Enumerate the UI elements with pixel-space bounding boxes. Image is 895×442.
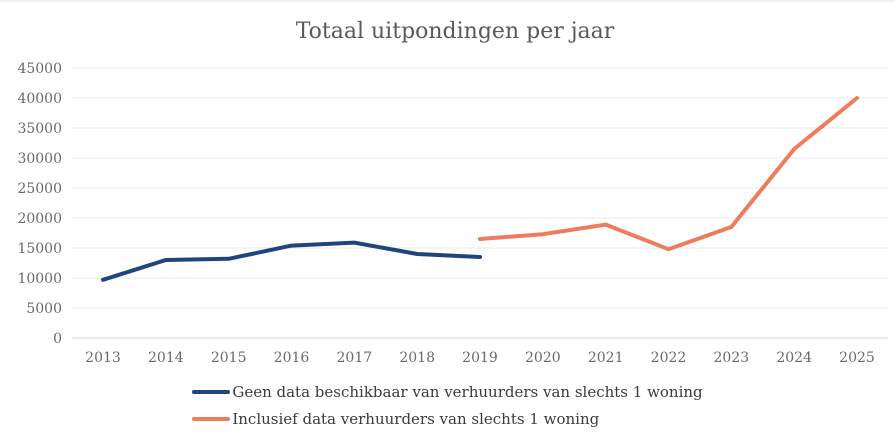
gridlines: [72, 67, 888, 339]
legend-marker-series2-icon: [192, 416, 231, 421]
line-chart: Totaal uitpondingen per jaar 0 5000 10000 1…: [17, 19, 888, 366]
svg-text:20000: 20000: [17, 211, 62, 227]
chart-title: Totaal uitpondingen per jaar: [296, 19, 615, 44]
svg-text:35000: 35000: [17, 121, 62, 137]
svg-text:2021: 2021: [588, 350, 624, 366]
y-axis-tick-labels: 0 5000 10000 15000 20000 25000 30000 35000 40000…: [17, 61, 62, 347]
svg-text:2013: 2013: [85, 350, 121, 366]
legend-item: Geen data beschikbaar van verhuurders va…: [192, 378, 703, 405]
svg-text:2015: 2015: [211, 350, 247, 366]
legend-item: Inclusief data verhuurders van slechts 1…: [192, 405, 702, 432]
svg-text:2014: 2014: [148, 350, 184, 366]
svg-text:30000: 30000: [17, 151, 62, 167]
svg-text:2017: 2017: [337, 350, 373, 366]
data-series-lines: [101, 96, 859, 282]
x-axis-tick-labels: 2013 2014 2015 2016 2017 2018 2019 2020 2021 2022…: [85, 350, 875, 366]
svg-text:40000: 40000: [17, 91, 62, 107]
svg-text:2022: 2022: [651, 350, 687, 366]
svg-text:2023: 2023: [714, 350, 750, 366]
svg-text:45000: 45000: [17, 61, 62, 77]
svg-text:10000: 10000: [17, 271, 62, 287]
svg-text:15000: 15000: [17, 241, 62, 257]
svg-text:5000: 5000: [26, 301, 62, 317]
svg-text:2016: 2016: [274, 350, 310, 366]
svg-text:25000: 25000: [17, 181, 62, 197]
svg-text:2018: 2018: [399, 350, 435, 366]
chart-legend: Geen data beschikbaar van verhuurders va…: [192, 378, 703, 432]
svg-text:2020: 2020: [525, 350, 561, 366]
svg-text:0: 0: [53, 331, 62, 347]
svg-text:2019: 2019: [462, 350, 498, 366]
legend-label-series2: Inclusief data verhuurders van slechts 1…: [232, 409, 600, 428]
legend-label-series1: Geen data beschikbaar van verhuurders va…: [232, 382, 703, 401]
svg-text:2025: 2025: [839, 350, 875, 366]
svg-text:2024: 2024: [776, 350, 812, 366]
legend-marker-series1-icon: [192, 389, 231, 394]
